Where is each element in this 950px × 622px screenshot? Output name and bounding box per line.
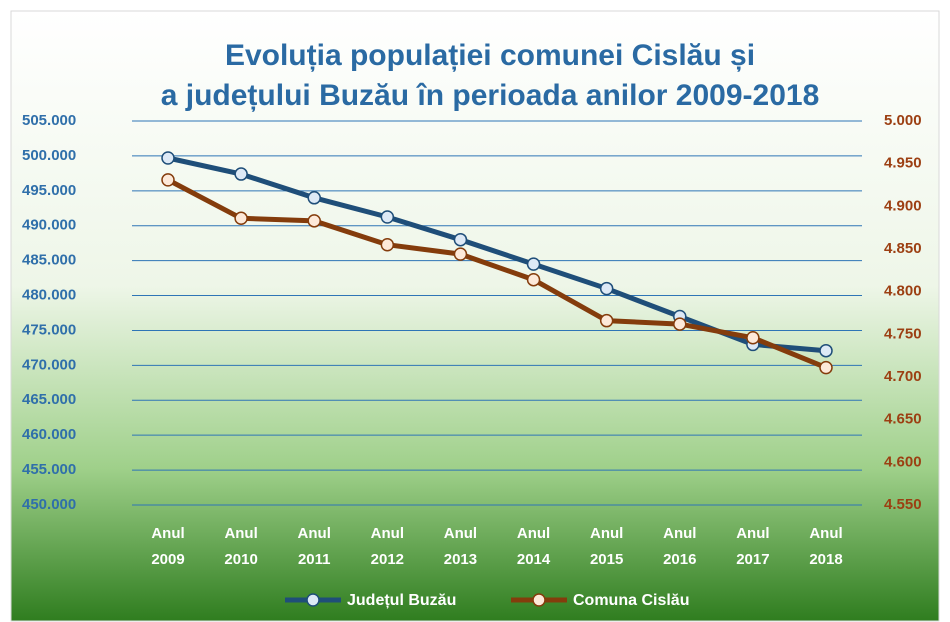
y-tick-label: 450.000 (22, 496, 76, 513)
y2-tick-label: 4.800 (884, 283, 922, 300)
legend-marker (532, 593, 546, 607)
data-point (161, 173, 175, 187)
data-point (453, 232, 468, 247)
data-point (380, 237, 395, 252)
x-tick-label: Anul 2015 (590, 525, 623, 568)
y2-tick-label: 4.550 (884, 496, 922, 513)
data-point (819, 343, 833, 358)
y-tick-label: 470.000 (22, 356, 76, 373)
data-point (526, 257, 541, 271)
y-tick-label: 460.000 (22, 426, 76, 443)
y2-tick-label: 5.000 (884, 112, 922, 129)
data-point (453, 247, 468, 261)
y-tick-label: 490.000 (22, 217, 76, 234)
y2-tick-label: 4.700 (884, 368, 922, 385)
data-point (161, 151, 175, 165)
y-tick-label: 465.000 (22, 391, 76, 408)
legend-marker (306, 593, 320, 607)
y-tick-label: 485.000 (22, 252, 76, 269)
chart-background (10, 10, 940, 622)
x-tick-label: Anul 2013 (444, 525, 477, 568)
data-point (380, 210, 395, 224)
y2-tick-label: 4.900 (884, 197, 922, 214)
y2-tick-label: 4.600 (884, 453, 922, 470)
data-point (599, 313, 614, 328)
data-point (599, 281, 614, 296)
legend-label: Județul Buzău (347, 592, 456, 609)
y-tick-label: 505.000 (22, 112, 76, 129)
data-point (673, 317, 687, 331)
data-point (307, 214, 321, 228)
legend-label: Comuna Cislău (573, 592, 689, 609)
y-tick-label: 500.000 (22, 147, 76, 164)
data-point (307, 191, 321, 205)
x-tick-label: Anul 2011 (298, 525, 331, 568)
y2-tick-label: 4.750 (884, 325, 922, 342)
y-tick-label: 480.000 (22, 287, 76, 304)
x-tick-label: Anul 2018 (809, 525, 842, 568)
y-tick-label: 475.000 (22, 321, 76, 338)
x-tick-label: Anul 2016 (663, 525, 696, 568)
y2-tick-label: 4.950 (884, 155, 922, 172)
data-point (234, 211, 248, 226)
y2-tick-label: 4.650 (884, 411, 922, 428)
data-point (746, 330, 760, 345)
x-tick-label: Anul 2017 (736, 525, 769, 568)
data-point (234, 167, 248, 181)
series-line (166, 177, 827, 370)
x-tick-label: Anul 2009 (151, 525, 184, 568)
y-tick-label: 495.000 (22, 182, 76, 199)
x-tick-label: Anul 2012 (371, 525, 404, 568)
x-tick-label: Anul 2014 (517, 525, 551, 568)
data-point (819, 360, 833, 375)
chart-title: Evoluția populației comunei Cislău și a j… (161, 39, 820, 112)
y-tick-label: 455.000 (22, 461, 76, 478)
data-point (526, 272, 541, 287)
y2-tick-label: 4.850 (884, 240, 922, 257)
x-tick-label: Anul 2010 (224, 525, 257, 568)
